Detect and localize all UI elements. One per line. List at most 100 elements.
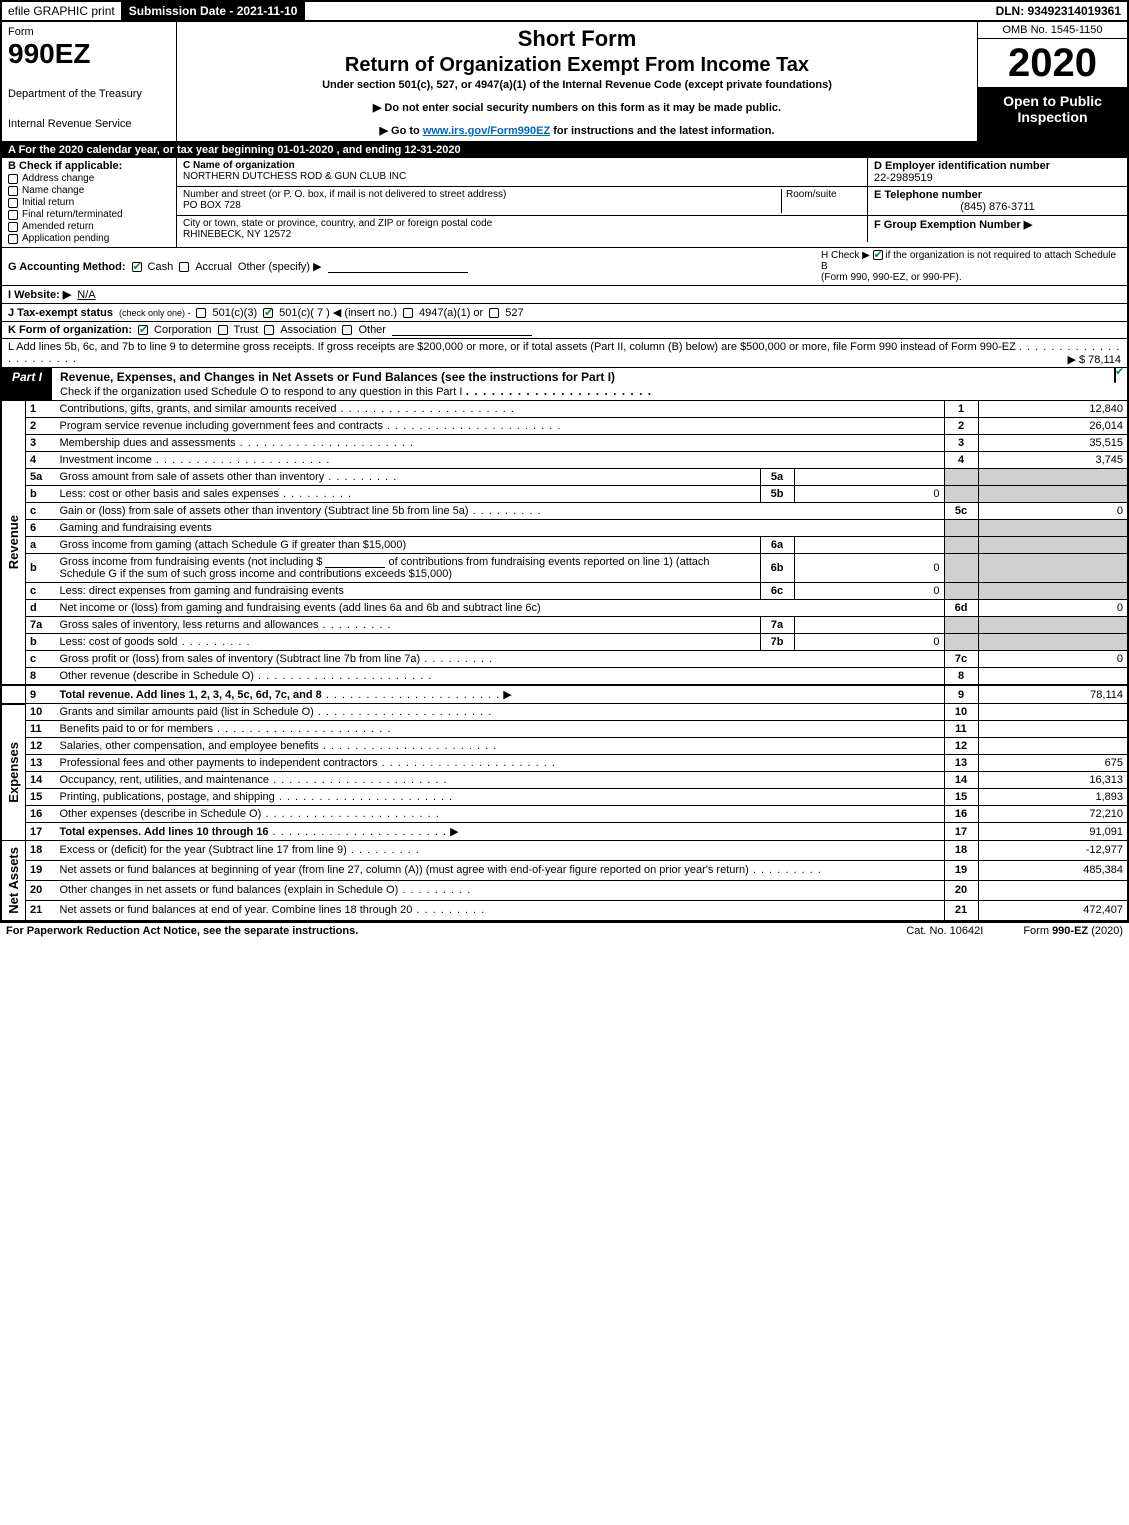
row-16-box: 16 [944,806,978,823]
line-j: J Tax-exempt status (check only one) - 5… [0,304,1129,322]
topbar-spacer [305,2,989,20]
row-17-dots [269,826,447,838]
row-7c-no: c [26,651,56,668]
row-16-no: 16 [26,806,56,823]
checkbox-4947[interactable] [403,308,413,318]
row-20-no: 20 [26,880,56,900]
row-6b-amount-input[interactable] [325,556,385,568]
label-application-pending: Application pending [22,233,109,244]
e-phone-label: E Telephone number [874,189,982,201]
line-i: I Website: ▶ N/A [0,286,1129,304]
row-13-desc: Professional fees and other payments to … [60,757,556,769]
row-17-val: 91,091 [978,823,1128,841]
checkbox-association[interactable] [264,325,274,335]
part-1-title: Revenue, Expenses, and Changes in Net As… [52,368,1103,400]
label-accrual: Accrual [195,261,232,273]
website-value: N/A [77,289,95,301]
row-4-val: 3,745 [978,452,1128,469]
row-15-val: 1,893 [978,789,1128,806]
checkbox-527[interactable] [489,308,499,318]
row-16-val: 72,210 [978,806,1128,823]
h-text3: (Form 990, 990-EZ, or 990-PF). [821,272,962,283]
checkbox-corporation[interactable] [138,325,148,335]
row-14-box: 14 [944,772,978,789]
checkbox-501c3[interactable] [196,308,206,318]
row-6c-sub: 6c [760,583,794,600]
top-bar: efile GRAPHIC print Submission Date - 20… [0,0,1129,22]
row-2-no: 2 [26,418,56,435]
row-14-no: 14 [26,772,56,789]
row-5a-greybox [944,469,978,486]
row-8-desc: Other revenue (describe in Schedule O) [60,670,433,682]
block-c-city: City or town, state or province, country… [177,216,867,242]
i-label: I Website: ▶ [8,288,71,301]
row-21-desc: Net assets or fund balances at end of ye… [60,904,486,916]
efile-label: efile GRAPHIC print [2,2,123,20]
row-16-desc: Other expenses (describe in Schedule O) [60,808,440,820]
row-6c-greyval [978,583,1128,600]
j-sub: (check only one) - [119,308,191,318]
row-9-val: 78,114 [978,685,1128,704]
row-1-desc: Contributions, gifts, grants, and simila… [60,403,515,415]
label-501c: 501(c)( 7 ) ◀ (insert no.) [279,306,397,319]
row-10-box: 10 [944,704,978,721]
row-5a-sub: 5a [760,469,794,486]
row-7a-greyval [978,617,1128,634]
dln-label: DLN: 93492314019361 [990,2,1127,20]
d-ein-label: D Employer identification number [874,160,1050,172]
label-amended-return: Amended return [22,221,94,232]
row-18-box: 18 [944,841,978,861]
checkbox-initial-return[interactable] [8,198,18,208]
checkbox-amended-return[interactable] [8,222,18,232]
checkbox-accrual[interactable] [179,262,189,272]
block-c-address: Number and street (or P. O. box, if mail… [183,189,781,213]
checkbox-trust[interactable] [218,325,228,335]
checkbox-cash[interactable] [132,262,142,272]
submission-date-button[interactable]: Submission Date - 2021-11-10 [123,2,306,20]
row-6c-greybox [944,583,978,600]
row-5b-no: b [26,486,56,503]
checkbox-address-change[interactable] [8,174,18,184]
row-5c-no: c [26,503,56,520]
label-initial-return: Initial return [22,197,74,208]
block-f: F Group Exemption Number ▶ [867,216,1127,242]
row-1-no: 1 [26,401,56,418]
row-12-desc: Salaries, other compensation, and employ… [60,740,498,752]
row-7a-sub: 7a [760,617,794,634]
row-12-val [978,738,1128,755]
row-21-val: 472,407 [978,900,1128,921]
row-11-desc: Benefits paid to or for members [60,723,392,735]
checkbox-501c[interactable] [263,308,273,318]
checkbox-name-change[interactable] [8,186,18,196]
section-expenses-label: Expenses [6,738,21,807]
section-netassets-label: Net Assets [6,843,21,918]
row-6a-desc: Gross income from gaming (attach Schedul… [56,537,761,554]
label-trust: Trust [234,324,259,336]
row-6b-subval: 0 [794,554,944,583]
row-18-desc: Excess or (deficit) for the year (Subtra… [60,844,420,856]
line-k: K Form of organization: Corporation Trus… [0,322,1129,339]
checkbox-final-return[interactable] [8,210,18,220]
checkbox-application-pending[interactable] [8,234,18,244]
block-b-header: B Check if applicable: [8,160,170,172]
ssn-warning: ▶ Do not enter social security numbers o… [185,101,969,114]
other-org-input[interactable] [392,324,532,336]
header-left: Form 990EZ Department of the Treasury In… [2,22,177,141]
row-5a-greyval [978,469,1128,486]
footer-center: Cat. No. 10642I [906,925,983,937]
other-specify-input[interactable] [328,261,468,273]
irs-link[interactable]: www.irs.gov/Form990EZ [423,125,550,137]
checkbox-other-org[interactable] [342,325,352,335]
row-3-desc: Membership dues and assessments [60,437,415,449]
row-6-greyval [978,520,1128,537]
goto-pre: ▶ Go to [380,125,423,137]
checkbox-h[interactable] [873,250,883,260]
checkbox-schedule-o[interactable] [1114,367,1116,383]
row-11-val [978,721,1128,738]
row-6-greybox [944,520,978,537]
inspect-line1: Open to Public [980,93,1125,109]
row-19-val: 485,384 [978,860,1128,880]
row-6a-greyval [978,537,1128,554]
c-city-label: City or town, state or province, country… [183,218,492,229]
row-6a-greybox [944,537,978,554]
